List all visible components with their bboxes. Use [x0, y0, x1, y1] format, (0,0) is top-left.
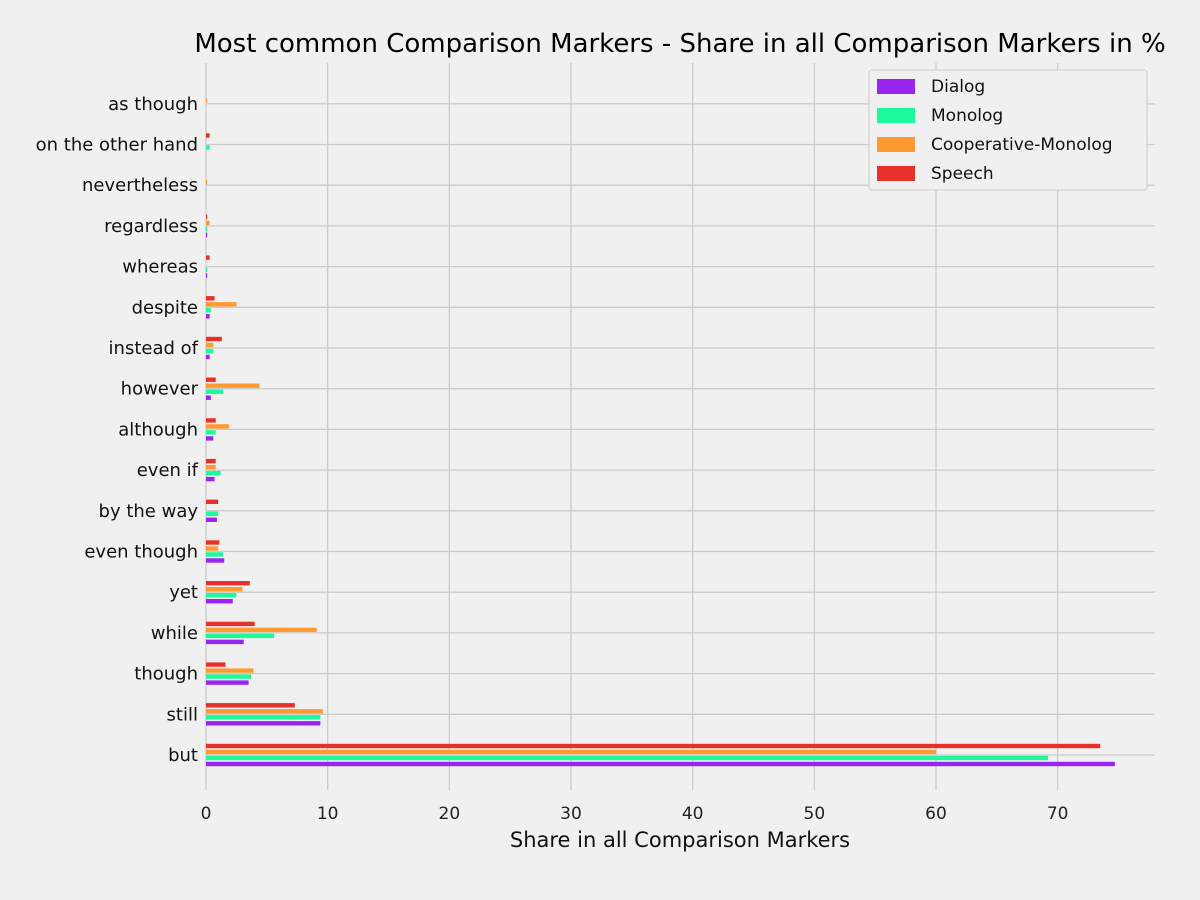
legend-label: Speech	[931, 164, 994, 184]
legend-label: Cooperative-Monolog	[931, 135, 1113, 155]
bar-dialog-yet	[206, 599, 233, 604]
bar-speech-but	[206, 743, 1101, 749]
x-tick-label: 60	[925, 804, 947, 824]
x-tick-label: 20	[439, 804, 461, 824]
y-tick-label: even though	[84, 542, 198, 563]
y-tick-label: regardless	[104, 216, 198, 237]
bar-dialog-although	[206, 436, 214, 441]
x-tick-label: 10	[317, 804, 339, 824]
bar-speech-although	[206, 418, 216, 423]
bar-speech-even-though	[206, 540, 220, 545]
bar-monolog-instead-of	[206, 348, 214, 354]
bar-speech-instead-of	[206, 336, 222, 342]
bar-cooperative-monolog-as-though	[206, 98, 208, 103]
y-tick-label: even if	[137, 460, 199, 481]
y-tick-label: while	[151, 623, 198, 644]
x-tick-label: 50	[804, 804, 826, 824]
bar-monolog-even-if	[206, 470, 221, 476]
x-tick-label: 0	[201, 804, 212, 824]
y-tick-label: instead of	[109, 338, 199, 359]
bar-cooperative-monolog-although	[206, 424, 230, 429]
bar-speech-however	[206, 377, 216, 382]
legend-frame	[868, 69, 1148, 191]
bar-cooperative-monolog-while	[206, 627, 317, 633]
y-tick-label: by the way	[99, 501, 199, 522]
bar-dialog-while	[206, 639, 244, 645]
bar-dialog-regardless	[206, 232, 208, 238]
legend-swatch	[877, 166, 915, 181]
bar-cooperative-monolog-however	[206, 383, 260, 388]
bar-dialog-instead-of	[206, 354, 210, 360]
legend-swatch	[877, 79, 915, 94]
bar-cooperative-monolog-even-though	[206, 546, 219, 551]
bar-speech-though	[206, 662, 226, 667]
bar-monolog-although	[206, 430, 216, 435]
bar-dialog-but	[206, 761, 1115, 767]
y-tick-label: nevertheless	[82, 175, 198, 196]
bar-cooperative-monolog-nevertheless	[206, 180, 208, 185]
x-tick-label: 40	[682, 804, 704, 824]
bar-monolog-despite	[206, 308, 211, 313]
legend-swatch	[877, 137, 915, 152]
bar-cooperative-monolog-but	[206, 749, 936, 755]
bar-speech-yet	[206, 581, 250, 586]
legend: Dialog Monolog Cooperative-Monolog Speech	[868, 69, 1148, 191]
bar-speech-regardless	[206, 214, 208, 220]
bar-cooperative-monolog-still	[206, 709, 323, 714]
bar-monolog-regardless	[206, 226, 208, 232]
y-tick-label: still	[167, 704, 198, 725]
bar-speech-despite	[206, 296, 215, 301]
y-tick-label: whereas	[122, 257, 198, 278]
y-tick-label: although	[118, 419, 198, 440]
y-tick-label: though	[134, 664, 198, 685]
bar-speech-while	[206, 621, 255, 627]
bar-dialog-however	[206, 395, 211, 400]
bar-monolog-yet	[206, 593, 237, 598]
legend-swatch	[877, 108, 915, 123]
bar-cooperative-monolog-despite	[206, 302, 237, 307]
bar-cooperative-monolog-instead-of	[206, 342, 214, 348]
bar-speech-still	[206, 703, 295, 708]
bar-monolog-but	[206, 755, 1048, 761]
bar-speech-on-the-other-hand	[206, 133, 210, 138]
y-tick-label: despite	[132, 297, 198, 318]
bar-dialog-by-the-way	[206, 517, 217, 522]
bar-monolog-whereas	[206, 267, 208, 272]
x-axis-label: Share in all Comparison Markers	[510, 828, 850, 852]
y-tick-label: however	[121, 379, 199, 400]
bar-monolog-though	[206, 674, 252, 679]
bar-monolog-on-the-other-hand	[206, 145, 210, 150]
bar-cooperative-monolog-though	[206, 668, 254, 673]
bar-monolog-even-though	[206, 552, 224, 557]
bar-dialog-even-if	[206, 476, 215, 482]
y-tick-label: yet	[169, 582, 198, 603]
y-tick-label: as though	[108, 94, 198, 115]
bar-cooperative-monolog-regardless	[206, 220, 210, 226]
bar-monolog-still	[206, 715, 321, 720]
legend-label: Dialog	[931, 77, 985, 97]
bar-dialog-despite	[206, 314, 210, 319]
bar-monolog-while	[206, 633, 275, 639]
bar-cooperative-monolog-even-if	[206, 464, 216, 470]
bar-monolog-however	[206, 389, 224, 394]
bar-dialog-still	[206, 721, 321, 726]
bar-dialog-though	[206, 680, 249, 685]
bar-monolog-by-the-way	[206, 511, 219, 516]
chart-title: Most common Comparison Markers - Share i…	[194, 29, 1165, 59]
bar-speech-whereas	[206, 255, 210, 260]
bar-dialog-even-though	[206, 558, 225, 563]
x-tick-label: 30	[560, 804, 582, 824]
legend-label: Monolog	[931, 106, 1003, 126]
bar-speech-even-if	[206, 458, 216, 464]
y-tick-label: but	[168, 745, 198, 766]
bar-speech-by-the-way	[206, 499, 219, 504]
bar-dialog-whereas	[206, 273, 208, 278]
x-tick-label: 70	[1047, 804, 1069, 824]
bar-cooperative-monolog-yet	[206, 587, 243, 592]
y-tick-label: on the other hand	[36, 135, 198, 156]
